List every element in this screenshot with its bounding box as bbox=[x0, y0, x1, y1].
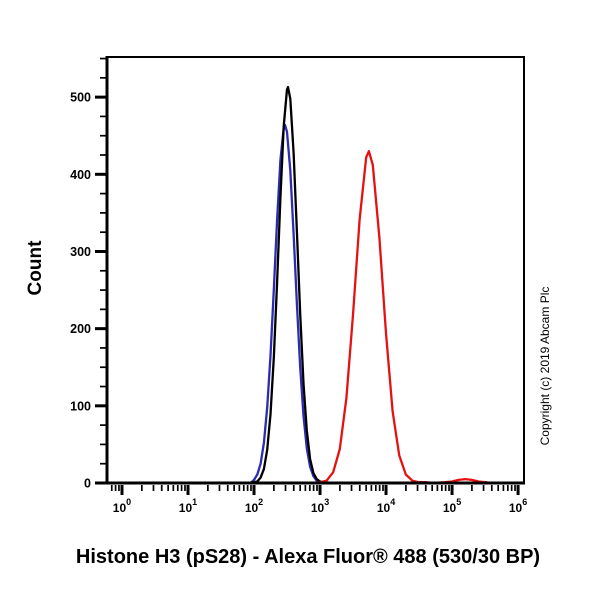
curves-group bbox=[108, 85, 523, 484]
x-tick-label: 103 bbox=[311, 497, 329, 515]
x-axis-title: Histone H3 (pS28) - Alexa Fluor® 488 (53… bbox=[75, 546, 541, 568]
x-tick-label: 106 bbox=[509, 497, 527, 515]
x-tick-label: 101 bbox=[179, 497, 197, 515]
series-red-curve bbox=[108, 150, 523, 484]
x-tick-label: 102 bbox=[245, 497, 263, 515]
y-tick-label: 500 bbox=[70, 91, 91, 105]
x-tick-label: 104 bbox=[377, 497, 395, 515]
y-tick-label: 100 bbox=[70, 399, 91, 413]
series-black-curve bbox=[108, 85, 523, 484]
x-tick-label: 100 bbox=[113, 497, 131, 515]
y-tick-label: 200 bbox=[70, 322, 91, 336]
series-blue-curve bbox=[108, 123, 523, 484]
x-tick-label: 105 bbox=[443, 497, 461, 515]
y-tick-label: 300 bbox=[70, 245, 91, 259]
y-tick-label: 400 bbox=[70, 168, 91, 182]
y-tick-label: 0 bbox=[84, 477, 91, 491]
